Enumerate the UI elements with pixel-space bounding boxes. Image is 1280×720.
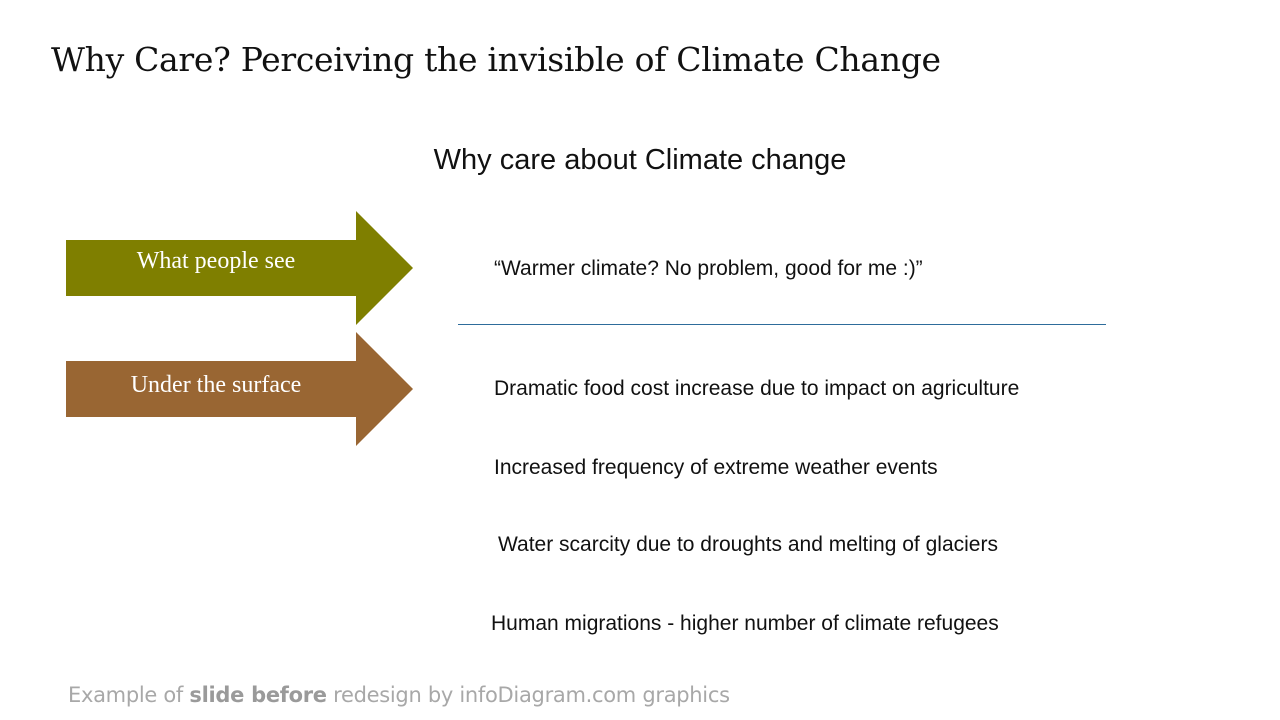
arrow-polygon — [66, 332, 413, 446]
slide-title: Why Care? Perceiving the invisible of Cl… — [51, 40, 941, 79]
quote-text: “Warmer climate? No problem, good for me… — [494, 257, 923, 280]
footer-suffix: redesign by infoDiagram.com graphics — [326, 683, 730, 707]
arrow-label-under-the-surface: Under the surface — [130, 372, 302, 398]
arrow-shape-olive — [66, 211, 413, 325]
slide-subtitle: Why care about Climate change — [433, 144, 847, 176]
list-item: Dramatic food cost increase due to impac… — [494, 377, 1020, 400]
footer-prefix: Example of — [68, 683, 190, 707]
footer-bold: slide before — [189, 683, 327, 707]
arrow-label-what-people-see: What people see — [136, 248, 296, 274]
arrow-polygon — [66, 211, 413, 325]
footer-note: Example of slide before redesign by info… — [68, 683, 730, 707]
list-item: Human migrations - higher number of clim… — [491, 612, 999, 635]
list-item: Water scarcity due to droughts and melti… — [498, 533, 998, 556]
arrow-what-people-see: What people see — [66, 211, 413, 325]
arrow-under-the-surface: Under the surface — [66, 332, 413, 446]
arrow-shape-brown — [66, 332, 413, 446]
list-item: Increased frequency of extreme weather e… — [494, 456, 938, 479]
divider-line — [458, 324, 1106, 325]
